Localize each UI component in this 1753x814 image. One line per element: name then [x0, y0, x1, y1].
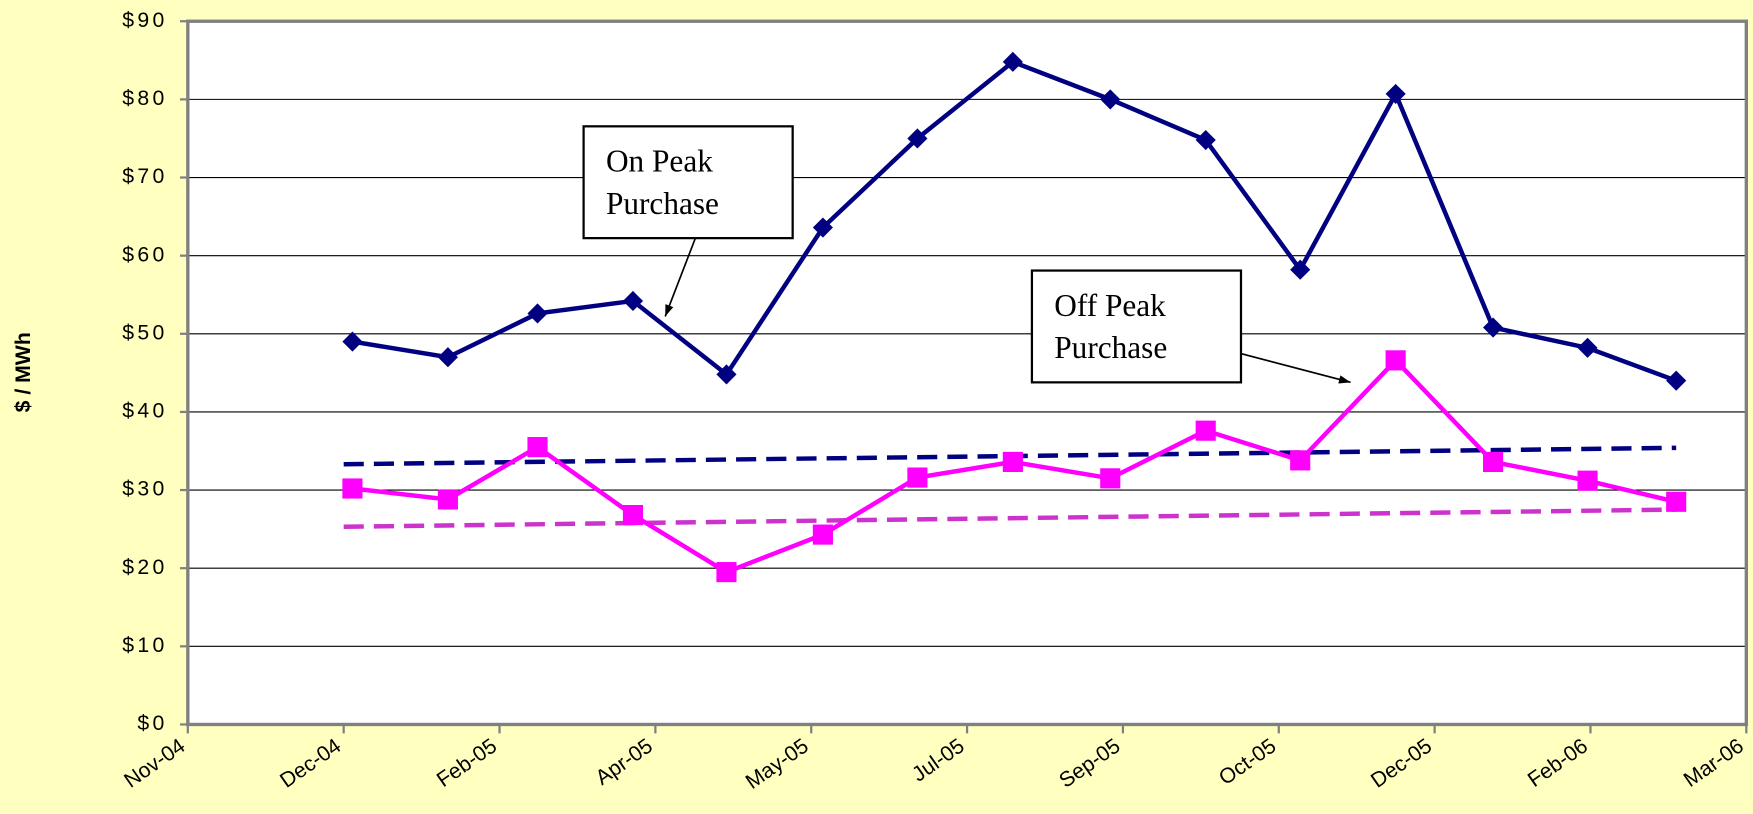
annotation-arrow [664, 237, 697, 317]
marker [1195, 129, 1216, 151]
marker [1290, 259, 1311, 280]
annotation-text: Purchase [606, 186, 719, 221]
x-tick-label: Sep-05 [1055, 734, 1125, 793]
marker [622, 504, 644, 526]
x-tick-label: Apr-05 [591, 734, 657, 790]
marker [907, 467, 928, 488]
y-tick-label: $90 [122, 8, 168, 32]
x-tick-label: Dec-05 [1366, 734, 1436, 793]
marker [342, 478, 363, 499]
marker [716, 364, 737, 385]
plot-root: $ / MWh $0 $10 $20 $30 $40 $50 $60 $70 $80 $90 Nov… [11, 8, 1748, 794]
marker [812, 217, 833, 238]
y-tick-label: $80 [122, 86, 168, 110]
marker [1577, 337, 1598, 358]
y-tick-label: $30 [122, 477, 168, 501]
marker [716, 562, 737, 583]
plot-border [186, 19, 1748, 727]
y-tick-label: $50 [122, 320, 168, 344]
marker [1482, 451, 1504, 472]
marker [812, 524, 833, 545]
marker [1002, 451, 1023, 472]
marker [342, 331, 363, 352]
trendline [343, 507, 1677, 530]
arrow-head [665, 304, 674, 317]
marker [622, 290, 644, 312]
y-tick-label: $60 [122, 242, 168, 266]
y-tick-label: $70 [122, 164, 168, 188]
y-tick-label: $10 [122, 633, 168, 657]
marker [1482, 317, 1504, 338]
marker [1100, 468, 1121, 489]
marker [1577, 470, 1598, 491]
x-tick-label: Dec-04 [275, 734, 345, 793]
x-tick-label: Jul-05 [908, 734, 969, 787]
annotation-text: Purchase [1054, 330, 1167, 365]
marker [437, 489, 458, 510]
y-tick-label: $40 [122, 399, 168, 423]
x-tick-label: Nov-04 [120, 734, 190, 793]
marker [527, 303, 548, 324]
plot-area [187, 21, 1747, 725]
annotation-arrow [1239, 352, 1351, 384]
marker [1290, 450, 1311, 471]
marker [1666, 491, 1687, 512]
x-tick-label: May-05 [741, 734, 813, 794]
marker [907, 128, 928, 149]
x-tick-label: Oct-05 [1214, 734, 1280, 790]
annotation-box [1030, 269, 1243, 384]
marker [1002, 51, 1023, 72]
marker [1666, 370, 1687, 391]
marker [437, 347, 458, 368]
x-tick-label: Feb-06 [1523, 734, 1592, 792]
marker [1385, 83, 1406, 104]
y-axis-label: $ / MWh [11, 332, 35, 412]
annotation-text: Off Peak [1054, 288, 1166, 323]
annotation-box [582, 125, 794, 240]
y-tick-label: $20 [122, 555, 168, 579]
y-tick-label: $0 [137, 711, 167, 735]
marker [1385, 350, 1406, 371]
marker [527, 437, 548, 458]
x-tick-label: Mar-06 [1679, 734, 1748, 792]
x-tick-label: Feb-05 [432, 734, 501, 792]
annotation-text: On Peak [606, 144, 713, 179]
marker [1195, 420, 1216, 441]
arrow-head [1338, 375, 1351, 384]
